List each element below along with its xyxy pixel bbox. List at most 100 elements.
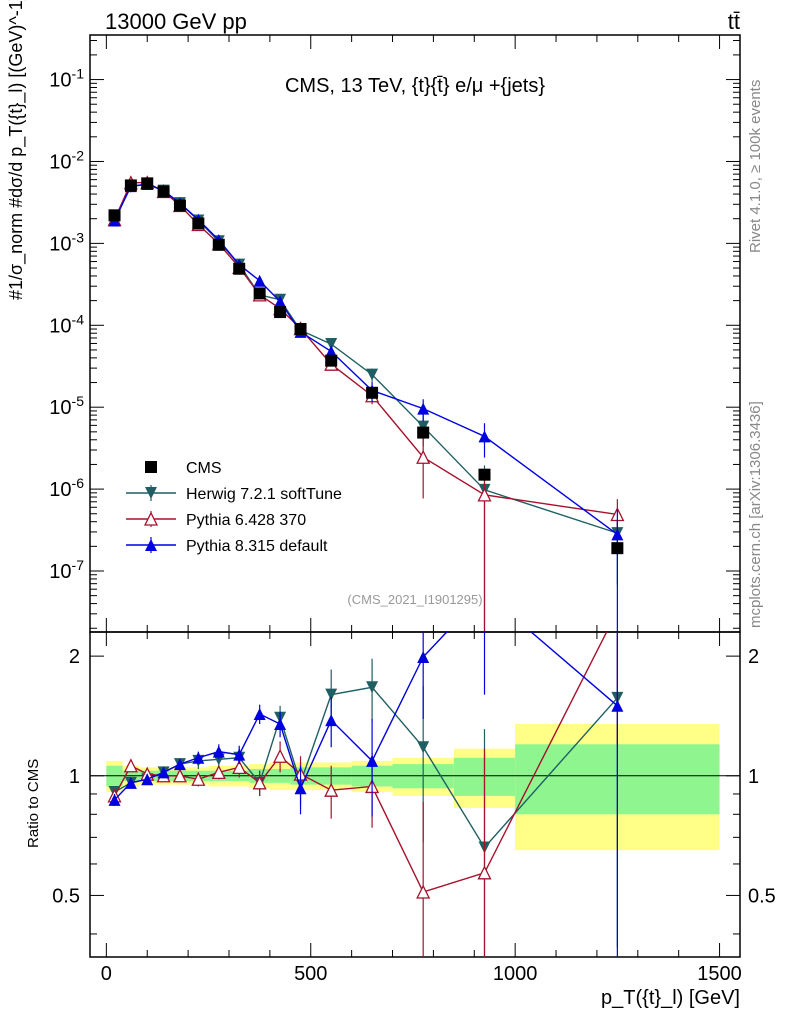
ratio-y-tick-label-left: 2	[69, 646, 80, 668]
legend-marker-herwig	[145, 487, 157, 499]
ratio-line-pythia6	[113, 632, 608, 893]
ratio-point-pythia8	[157, 766, 170, 779]
legend-marker-pythia6	[143, 511, 159, 526]
x-axis-ticks	[105, 35, 721, 957]
ratio-point-pythia8	[192, 751, 205, 764]
data-point-pythia6	[416, 449, 431, 464]
ratio-uncertainty-bands	[106, 723, 720, 851]
ratio-y-tick-label-right: 2	[748, 646, 759, 668]
data-point-pythia8	[274, 295, 287, 308]
data-point-cms	[611, 542, 624, 555]
main-series-layer	[107, 175, 625, 632]
ratio-point-pythia6	[211, 764, 226, 780]
data-point-cms	[233, 262, 246, 275]
main-y-axis-ticks	[90, 39, 740, 629]
x-tick-label: 0	[101, 963, 112, 985]
series-pythia8	[108, 178, 624, 632]
main-y-axis-label: #1/σ_norm #dσ/d p_T({t}_l) [(GeV)^-1]	[6, 0, 27, 300]
series-pythia6	[107, 175, 625, 632]
ratio-point-pythia8	[274, 717, 287, 730]
ratio-point-pythia6	[324, 782, 339, 797]
energy-label: 13000 GeV pp	[105, 9, 247, 34]
ratio-y-tick-label-right: 0.5	[748, 885, 776, 907]
ratio-point-pythia8	[325, 714, 338, 727]
main-y-tick-label: 10-2	[49, 147, 84, 173]
legend-entry-pythia8: Pythia 8.315 default	[126, 537, 328, 555]
data-point-cms	[274, 306, 287, 319]
data-point-cms	[173, 199, 186, 212]
chart-title: CMS, 13 TeV, {t}{t̄} e/μ +{jets}	[285, 75, 545, 97]
ratio-line-pythia8	[114, 632, 618, 801]
process-label: tt̄	[728, 9, 740, 34]
ratio-series-pythia8	[108, 632, 624, 957]
ratio-point-pythia8	[253, 708, 266, 721]
ratio-point-pythia6	[123, 758, 138, 773]
series-line-pythia8	[113, 183, 618, 535]
x-tick-label: 500	[294, 963, 327, 985]
main-panel: 10-7 10-6 10-5 10-4 10-3 10-2 10-1	[49, 34, 741, 633]
legend-label-cms: CMS	[186, 460, 222, 477]
data-point-pythia8	[253, 274, 266, 287]
ratio-point-pythia8	[417, 650, 430, 663]
data-point-cms	[157, 185, 170, 198]
data-point-cms	[294, 323, 307, 336]
data-point-cms	[417, 426, 430, 439]
ratio-point-pythia6	[191, 771, 206, 786]
ratio-plot-frame	[89, 631, 741, 958]
ratio-point-pythia8	[366, 754, 379, 767]
data-point-cms	[366, 386, 379, 399]
ratio-point-pythia6	[477, 865, 492, 880]
ratio-point-pythia6	[273, 748, 288, 763]
data-point-pythia6	[477, 487, 492, 502]
data-point-cms	[108, 209, 121, 222]
ratio-y-tick-label-left: 0.5	[52, 885, 80, 907]
rivet-version-label: Rivet 4.1.0, ≥ 100k events	[747, 80, 764, 253]
series-line-herwig	[113, 183, 618, 534]
ratio-point-pythia8	[233, 748, 246, 761]
data-point-herwig	[325, 338, 338, 351]
ratio-y-axis-label: Ratio to CMS	[25, 759, 42, 848]
legend-marker-cms	[145, 461, 157, 473]
main-y-tick-label: 10-6	[49, 475, 84, 501]
series-herwig	[108, 178, 624, 632]
data-point-pythia8	[417, 402, 430, 415]
ratio-point-pythia8	[294, 782, 307, 795]
data-point-pythia8	[325, 345, 338, 358]
ratio-point-pythia6	[232, 759, 247, 775]
legend-label-pythia8: Pythia 8.315 default	[186, 538, 328, 555]
ratio-point-pythia8	[611, 699, 624, 712]
mcplots-source-label: mcplots.cern.ch [arXiv:1306.3436]	[747, 401, 764, 628]
main-y-tick-label: 10-7	[49, 557, 84, 583]
ratio-point-herwig	[366, 681, 379, 694]
ratio-y-tick-label-right: 1	[748, 766, 759, 788]
data-point-cms	[124, 179, 137, 192]
data-point-cms	[212, 238, 225, 251]
data-point-cms	[325, 354, 338, 367]
main-y-tick-label: 10-5	[49, 393, 84, 419]
ratio-point-herwig	[417, 741, 430, 754]
legend-label-herwig: Herwig 7.2.1 softTune	[186, 486, 342, 503]
x-tick-label: 1000	[493, 963, 538, 985]
legend-entry-herwig: Herwig 7.2.1 softTune	[126, 485, 342, 503]
data-point-pythia8	[611, 528, 624, 541]
data-point-cms	[192, 217, 205, 230]
x-tick-label: 1500	[697, 963, 742, 985]
ratio-point-pythia6	[416, 884, 431, 899]
ratio-point-pythia6	[172, 768, 187, 783]
ratio-point-pythia6	[252, 775, 267, 790]
legend-label-pythia6: Pythia 6.428 370	[186, 512, 306, 529]
legend-marker-pythia8	[145, 539, 157, 551]
main-y-tick-label: 10-1	[49, 66, 84, 92]
ratio-point-pythia8	[173, 758, 186, 771]
data-point-pythia8	[478, 430, 491, 443]
legend-entry-pythia6: Pythia 6.428 370	[126, 511, 306, 529]
ratio-y-axis-ticks	[90, 655, 740, 935]
data-point-cms	[141, 177, 154, 190]
ratio-point-pythia8	[124, 776, 137, 789]
data-point-cms	[478, 468, 491, 481]
data-point-herwig	[366, 368, 379, 381]
analysis-watermark: (CMS_2021_I1901295)	[347, 592, 482, 607]
ratio-y-tick-label-left: 1	[69, 766, 80, 788]
ratio-point-pythia8	[108, 793, 121, 806]
